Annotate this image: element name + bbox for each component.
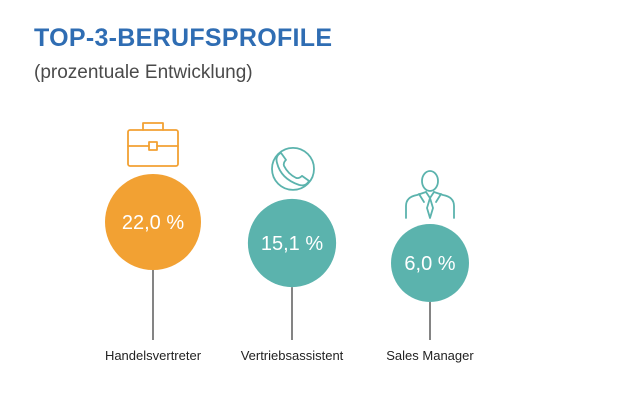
bubble-handelsvertreter <box>105 174 201 270</box>
phone-icon <box>271 146 315 191</box>
briefcase-icon <box>127 122 179 167</box>
category-label-handelsvertreter: Handelsvertreter <box>105 348 202 363</box>
bubble-vertriebsassistent <box>247 198 337 288</box>
category-label-vertriebsassistent: Vertriebsassistent <box>241 348 344 363</box>
value-label-sales-manager: 6,0 % <box>404 253 455 275</box>
value-label-vertriebsassistent: 15,1 % <box>261 233 323 255</box>
chart-title: TOP-3-BERUFSPROFILE <box>34 24 333 52</box>
value-label-handelsvertreter: 22,0 % <box>122 212 184 234</box>
bubble-sales-manager <box>391 224 469 302</box>
manager-icon <box>405 170 455 219</box>
category-label-sales-manager: Sales Manager <box>386 348 474 363</box>
chart-subtitle: (prozentuale Entwicklung) <box>34 62 253 83</box>
